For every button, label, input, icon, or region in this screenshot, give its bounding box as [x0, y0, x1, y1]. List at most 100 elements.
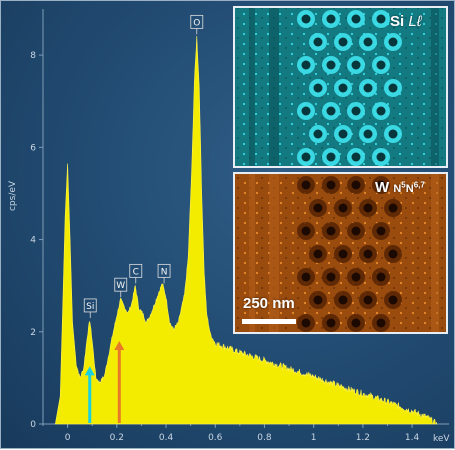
- y-tick-label: 6: [30, 143, 36, 153]
- x-tick-label: 0.8: [257, 433, 272, 443]
- energy-arrow-head: [114, 341, 125, 350]
- map-hole: [363, 37, 373, 47]
- energy-arrow-head: [84, 366, 95, 376]
- map-hole: [363, 249, 373, 259]
- w-line-label: N5N6,7: [393, 180, 425, 195]
- x-axis-unit-label: keV: [433, 434, 450, 444]
- map-hole: [351, 272, 361, 282]
- map-hole: [376, 272, 386, 282]
- y-axis-label: cps/eV: [8, 180, 18, 211]
- scale-bar: [242, 319, 296, 324]
- y-tick-label: 8: [30, 51, 36, 61]
- y-ticks: 0 2 4 6 8: [30, 51, 43, 430]
- map-hole: [326, 106, 336, 116]
- peak-labels: Si WC N O: [83, 14, 204, 318]
- map-hole: [338, 83, 348, 93]
- x-tick-label: 0.4: [159, 433, 174, 443]
- map-hole: [338, 203, 348, 213]
- peak-label-si: Si: [83, 298, 97, 318]
- map-hole: [388, 249, 398, 259]
- map-hole: [326, 152, 336, 162]
- map-hole: [326, 180, 336, 190]
- map-hole: [376, 106, 386, 116]
- map-hole: [376, 14, 386, 24]
- map-hole: [326, 318, 336, 328]
- map-hole: [351, 14, 361, 24]
- x-tick-label: 0: [65, 433, 71, 443]
- map-hole: [351, 106, 361, 116]
- map-hole: [301, 180, 311, 190]
- peak-label-o: O: [190, 14, 204, 35]
- map-hole: [338, 295, 348, 305]
- x-tick-label: 1.4: [405, 433, 420, 443]
- map-stripe: [249, 8, 255, 166]
- map-hole: [351, 60, 361, 70]
- map-hole: [363, 83, 373, 93]
- peak-label-text: Si: [86, 302, 94, 312]
- w-map-label: W N5N6,7: [375, 179, 425, 196]
- map-hole: [388, 295, 398, 305]
- map-hole: [301, 106, 311, 116]
- map-hole: [313, 37, 323, 47]
- peak-label-n: N: [157, 263, 171, 284]
- si-map-label: Si Lℓ: [390, 13, 422, 30]
- si-element-label: Si: [390, 13, 405, 30]
- map-hole: [376, 180, 386, 190]
- map-hole: [313, 129, 323, 139]
- map-hole: [301, 226, 311, 236]
- spectrum-area: [54, 35, 437, 425]
- map-hole: [301, 272, 311, 282]
- si-map-inset: [233, 6, 448, 168]
- peak-label-w: W: [114, 277, 128, 298]
- x-tick-label: 0.2: [110, 433, 124, 443]
- map-hole: [326, 60, 336, 70]
- map-hole: [388, 129, 398, 139]
- w-map-inset: [233, 172, 448, 334]
- y-tick-label: 4: [30, 236, 36, 246]
- map-stripe: [269, 174, 279, 332]
- map-hole: [376, 60, 386, 70]
- energy-arrows: [84, 341, 125, 423]
- map-hole: [351, 226, 361, 236]
- y-tick-label: 2: [30, 328, 36, 338]
- x-tick-label: 1.2: [356, 433, 370, 443]
- map-hole: [363, 203, 373, 213]
- map-hole: [363, 295, 373, 305]
- map-hole: [388, 203, 398, 213]
- peak-label-text: N: [161, 267, 168, 277]
- y-tick-label: 0: [30, 420, 36, 430]
- peak-label-text: W: [116, 281, 125, 291]
- scale-bar-label: 250 nm: [243, 295, 295, 312]
- peak-label-text: C: [133, 267, 139, 277]
- map-stripe: [269, 8, 279, 166]
- map-hole: [376, 318, 386, 328]
- map-hole: [351, 318, 361, 328]
- x-ticks: 0 0.2 0.4 0.6 0.8 1 1.2 1.4: [42, 424, 420, 443]
- map-hole: [313, 295, 323, 305]
- map-hole: [351, 152, 361, 162]
- map-hole: [326, 14, 336, 24]
- map-stripe: [431, 174, 439, 332]
- map-hole: [313, 249, 323, 259]
- map-hole: [301, 318, 311, 328]
- map-hole: [363, 129, 373, 139]
- map-hole: [376, 152, 386, 162]
- map-hole: [326, 226, 336, 236]
- w-element-label: W: [375, 179, 390, 196]
- map-hole: [313, 83, 323, 93]
- map-hole: [301, 60, 311, 70]
- map-hole: [313, 203, 323, 213]
- map-stripe: [249, 174, 255, 332]
- x-tick-label: 0.6: [208, 433, 223, 443]
- map-hole: [301, 14, 311, 24]
- peak-label-c: C: [129, 263, 143, 284]
- map-hole: [351, 180, 361, 190]
- peak-label-text: O: [193, 18, 200, 28]
- map-hole: [338, 129, 348, 139]
- x-tick-label: 1: [311, 433, 317, 443]
- map-hole: [388, 37, 398, 47]
- si-line-label: Lℓ: [408, 13, 422, 30]
- map-stripe: [431, 8, 439, 166]
